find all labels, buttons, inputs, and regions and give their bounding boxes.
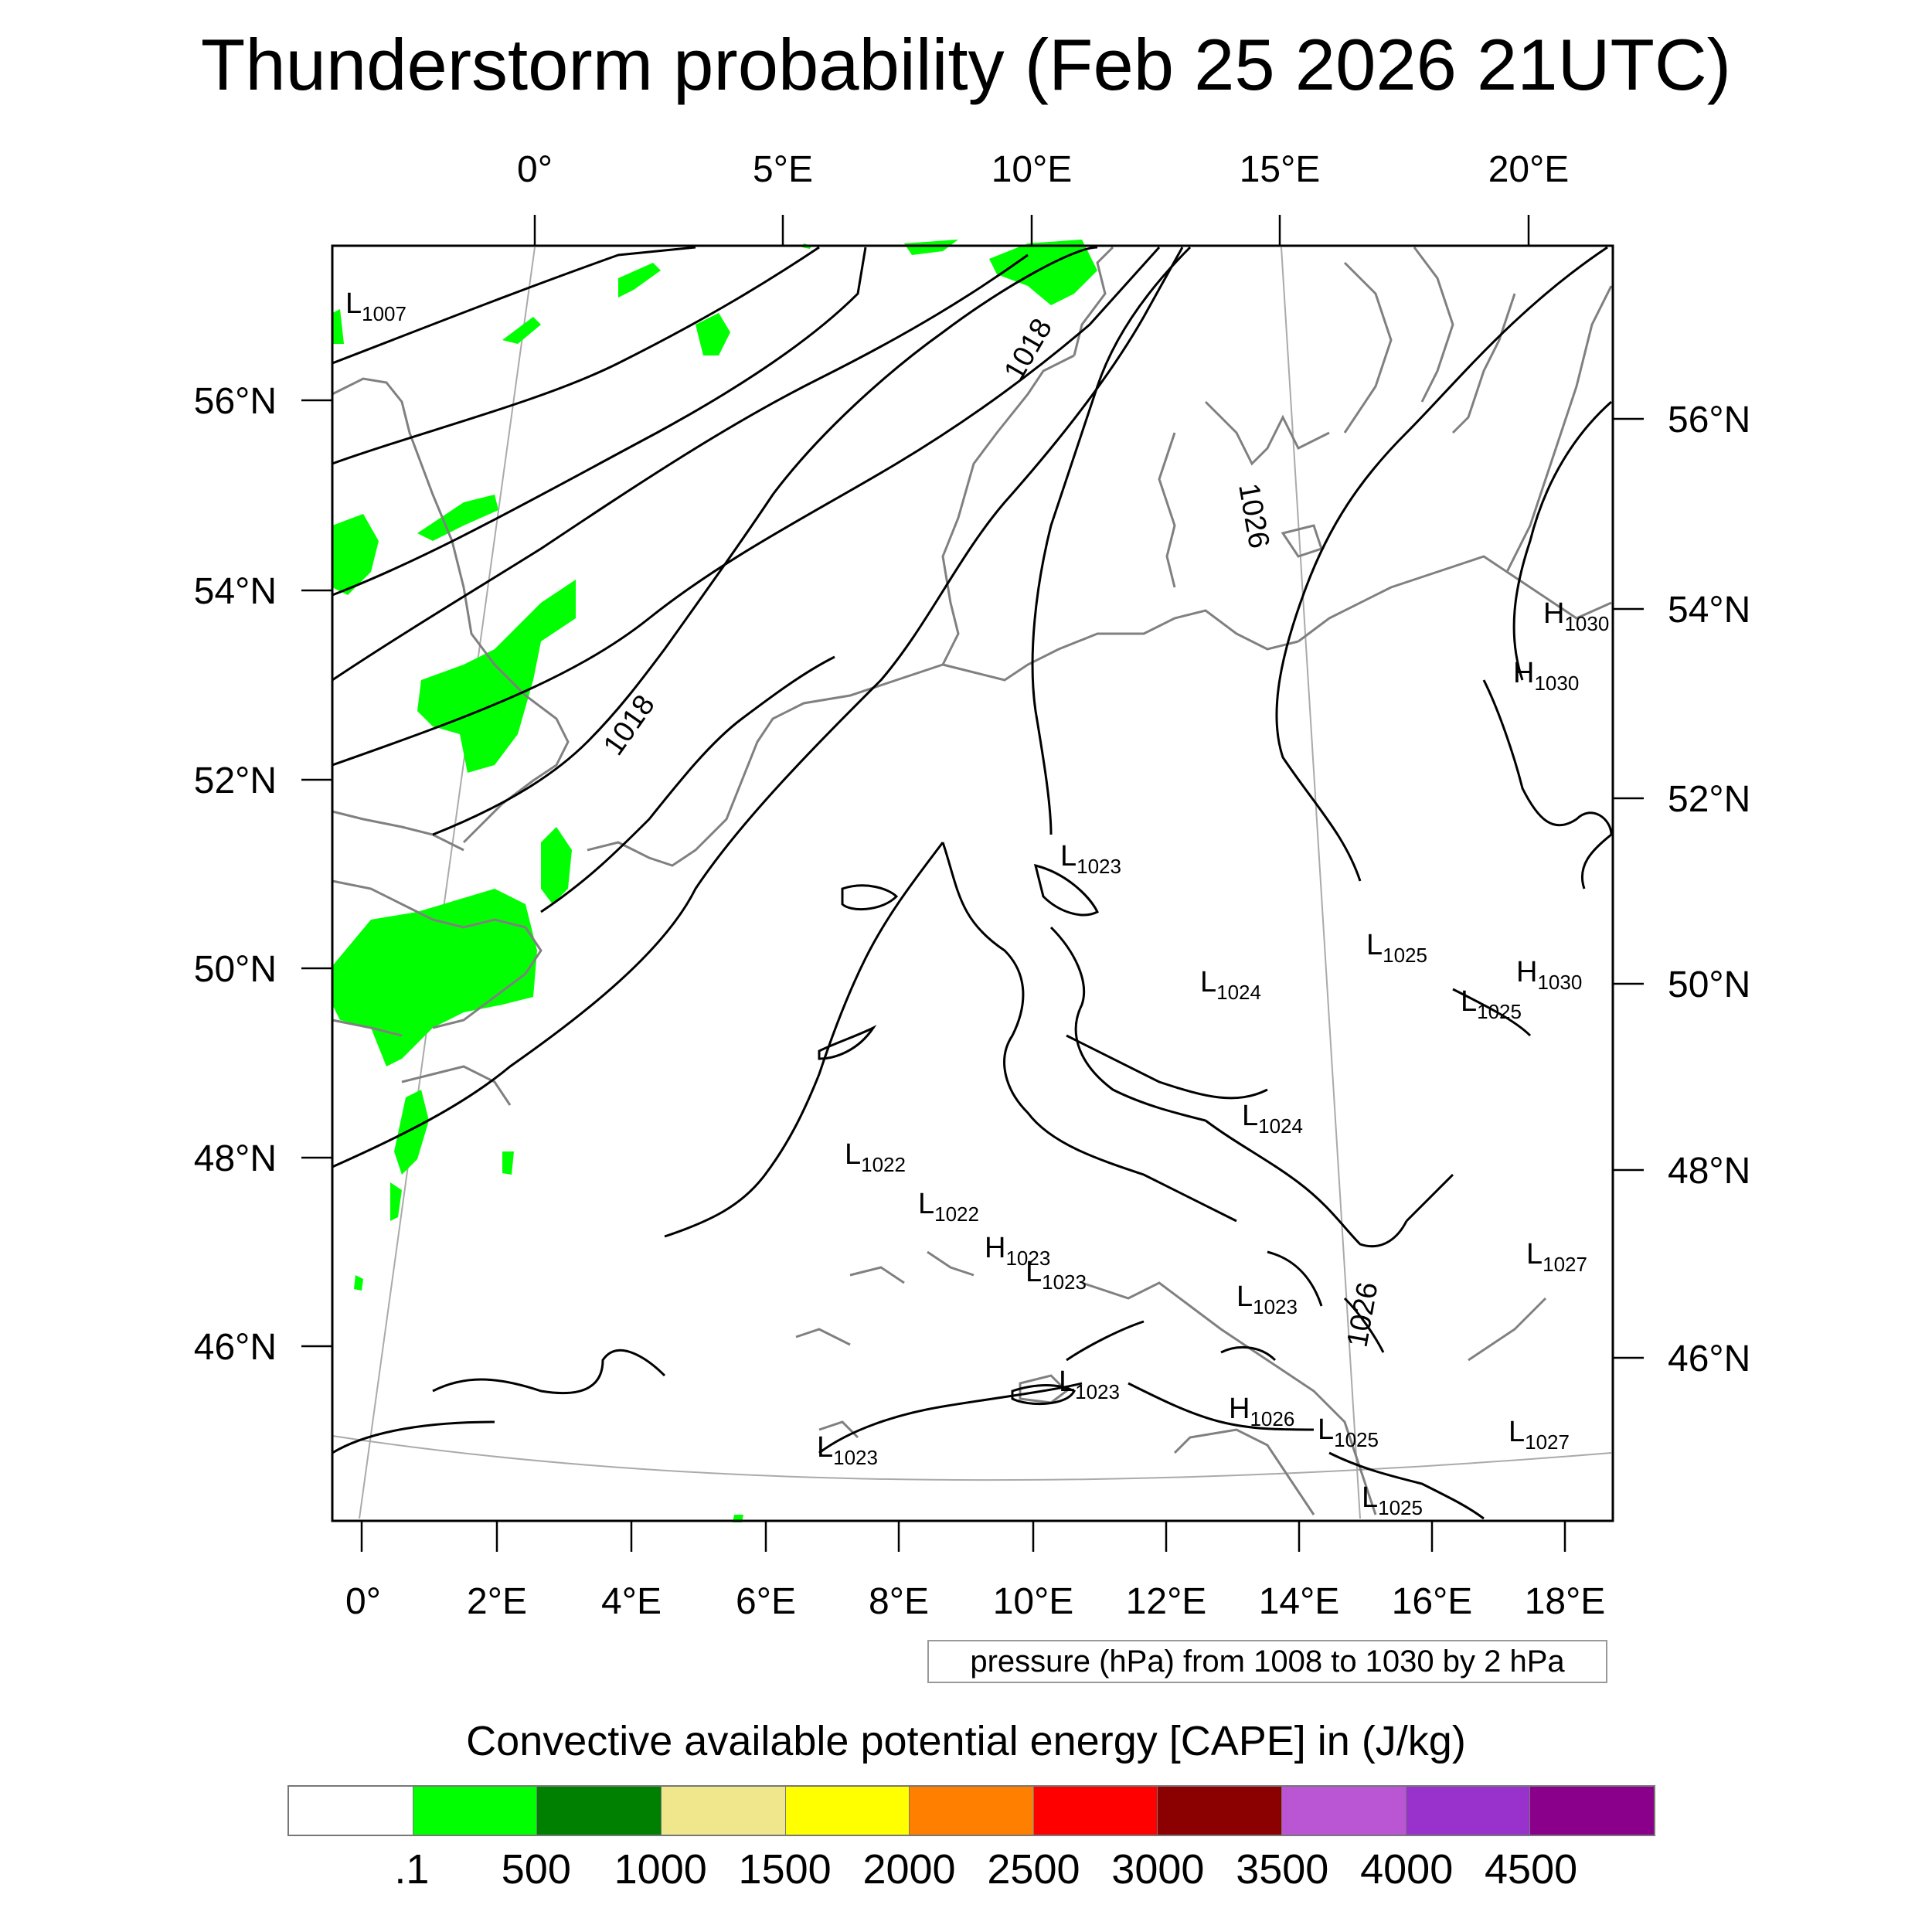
pressure-center: L1027 bbox=[1509, 1416, 1570, 1454]
map-frame bbox=[331, 244, 1614, 1522]
pressure-center: L1025 bbox=[1362, 1481, 1423, 1519]
right-lat-label: 50°N bbox=[1668, 964, 1750, 1005]
right-lat-label: 48°N bbox=[1668, 1151, 1750, 1192]
bottom-lon-label: 4°E bbox=[601, 1581, 662, 1622]
colorbar-tick-label: 3000 bbox=[1111, 1846, 1205, 1893]
pressure-center: L1023 bbox=[1059, 1366, 1120, 1403]
pressure-center: L1022 bbox=[918, 1188, 979, 1226]
pressure-center: L1024 bbox=[1200, 966, 1261, 1004]
bottom-lon-label: 0° bbox=[345, 1581, 381, 1622]
cape-shading bbox=[332, 240, 1097, 1522]
colorbar-tick-label: 1500 bbox=[738, 1846, 832, 1893]
top-lon-label: 20°E bbox=[1488, 149, 1570, 190]
pressure-center: H1030 bbox=[1543, 597, 1609, 635]
bottom-lon-label: 14°E bbox=[1259, 1581, 1340, 1622]
isobar-label: 1018 bbox=[998, 313, 1059, 386]
isobar-label: 1018 bbox=[597, 689, 662, 761]
colorbar-tick-label: 3500 bbox=[1236, 1846, 1329, 1893]
top-lon-label: 5°E bbox=[753, 149, 813, 190]
isobars bbox=[332, 246, 1613, 1520]
pressure-center: H1023 bbox=[985, 1232, 1050, 1270]
colorbar-swatch bbox=[661, 1787, 786, 1835]
colorbar-swatch bbox=[289, 1787, 413, 1835]
colorbar-title: Convective available potential energy [C… bbox=[466, 1718, 1466, 1764]
graticule bbox=[332, 247, 1612, 1519]
bottom-lon-label: 16°E bbox=[1392, 1581, 1473, 1622]
colorbar-tick-label: .1 bbox=[394, 1846, 430, 1893]
pressure-center: L1023 bbox=[1026, 1256, 1087, 1294]
pressure-center: L1023 bbox=[1060, 840, 1121, 878]
top-lon-label: 0° bbox=[517, 149, 553, 190]
colorbar-swatch bbox=[1158, 1787, 1283, 1835]
pressure-center: L1022 bbox=[845, 1138, 906, 1176]
pressure-center: L1025 bbox=[1461, 985, 1522, 1023]
bottom-lon-label: 6°E bbox=[736, 1581, 796, 1622]
bottom-lon-label: 12°E bbox=[1126, 1581, 1207, 1622]
colorbar-tick-label: 500 bbox=[501, 1846, 571, 1893]
colorbar-tick-label: 2500 bbox=[987, 1846, 1080, 1893]
bottom-lon-label: 10°E bbox=[993, 1581, 1074, 1622]
tick-marks bbox=[301, 215, 1644, 1552]
colorbar-swatch bbox=[910, 1787, 1034, 1835]
pressure-center: L1025 bbox=[1318, 1413, 1379, 1451]
pressure-center: L1023 bbox=[1236, 1281, 1298, 1318]
pressure-center: L1024 bbox=[1242, 1100, 1303, 1138]
pressure-center: L1025 bbox=[1366, 929, 1427, 967]
isobar-label: 1026 bbox=[1232, 481, 1275, 551]
contour-legend-note: pressure (hPa) from 1008 to 1030 by 2 hP… bbox=[927, 1640, 1607, 1683]
pressure-center: H1026 bbox=[1229, 1393, 1294, 1430]
coastlines bbox=[332, 246, 1613, 1515]
pressure-centers: L1007 L1023 L1024 L1024 L1025 L1025 H103… bbox=[345, 287, 1609, 1519]
right-lat-label: 46°N bbox=[1668, 1338, 1750, 1379]
colorbar-swatch bbox=[413, 1787, 538, 1835]
right-lat-label: 52°N bbox=[1668, 779, 1750, 820]
map-title: Thunderstorm probability (Feb 25 2026 21… bbox=[200, 24, 1732, 105]
colorbar-swatch bbox=[1406, 1787, 1531, 1835]
left-lat-label: 56°N bbox=[194, 381, 277, 422]
bottom-lon-label: 2°E bbox=[467, 1581, 527, 1622]
colorbar-swatch bbox=[1282, 1787, 1406, 1835]
bottom-lon-label: 18°E bbox=[1525, 1581, 1606, 1622]
right-lat-label: 56°N bbox=[1668, 400, 1750, 440]
colorbar-tick-label: 1000 bbox=[614, 1846, 707, 1893]
colorbar-tick-label: 4500 bbox=[1485, 1846, 1578, 1893]
right-lat-labels: 56°N 54°N 52°N 50°N 48°N 46°N bbox=[1668, 400, 1750, 1379]
pressure-center: H1030 bbox=[1516, 956, 1582, 994]
left-lat-label: 48°N bbox=[194, 1138, 277, 1179]
colorbar bbox=[287, 1785, 1655, 1836]
left-lat-label: 50°N bbox=[194, 949, 277, 990]
colorbar-swatch bbox=[785, 1787, 910, 1835]
isobar-label: 1026 bbox=[1342, 1280, 1385, 1350]
left-lat-label: 54°N bbox=[194, 571, 277, 612]
pressure-center: L1023 bbox=[817, 1431, 878, 1469]
top-lon-label: 15°E bbox=[1240, 149, 1321, 190]
colorbar-swatch bbox=[537, 1787, 662, 1835]
top-lon-labels: 0° 5°E 10°E 15°E 20°E bbox=[517, 149, 1569, 190]
bottom-lon-labels: 0° 2°E 4°E 6°E 8°E 10°E 12°E 14°E 16°E 1… bbox=[345, 1581, 1605, 1622]
colorbar-swatch bbox=[1033, 1787, 1158, 1835]
left-lat-label: 46°N bbox=[194, 1327, 277, 1368]
colorbar-tick-labels: .1 500 1000 1500 2000 2500 3000 3500 4000 4500 bbox=[0, 1845, 1932, 1900]
right-lat-label: 54°N bbox=[1668, 590, 1750, 631]
pressure-center: L1007 bbox=[345, 287, 406, 325]
left-lat-label: 52°N bbox=[194, 760, 277, 801]
colorbar-swatch bbox=[1530, 1787, 1655, 1835]
pressure-center: H1030 bbox=[1513, 657, 1579, 695]
bottom-lon-label: 8°E bbox=[869, 1581, 929, 1622]
colorbar-tick-label: 4000 bbox=[1360, 1846, 1454, 1893]
left-lat-labels: 56°N 54°N 52°N 50°N 48°N 46°N bbox=[194, 381, 277, 1368]
colorbar-tick-label: 2000 bbox=[862, 1846, 956, 1893]
pressure-center: L1027 bbox=[1526, 1238, 1587, 1276]
top-lon-label: 10°E bbox=[992, 149, 1073, 190]
